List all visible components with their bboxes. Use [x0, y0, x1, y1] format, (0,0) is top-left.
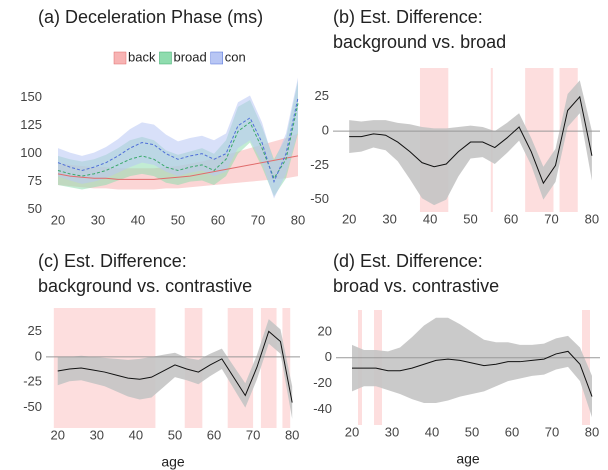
confidence-ribbon: [58, 77, 298, 199]
x-tick-label: 20: [345, 424, 359, 439]
x-tick-label: 70: [246, 427, 260, 442]
y-tick-label: 150: [20, 89, 42, 104]
legend-label: back: [128, 49, 156, 64]
legend-label: broad: [173, 49, 206, 64]
y-tick-label: -40: [313, 401, 332, 416]
y-tick-label: -50: [23, 399, 42, 414]
estimate-line: [57, 103, 299, 180]
x-tick-label: 80: [585, 424, 599, 439]
legend-swatch: [113, 51, 127, 65]
x-axis-label: age: [161, 454, 185, 470]
y-tick-label: -25: [23, 374, 42, 389]
y-tick-label: 0: [325, 349, 332, 364]
x-tick-label: 30: [385, 424, 399, 439]
x-tick-label: 70: [251, 212, 265, 227]
x-tick-label: 30: [90, 427, 104, 442]
x-tick-label: 30: [382, 211, 396, 226]
x-tick-label: 50: [168, 427, 182, 442]
x-tick-label: 60: [211, 212, 225, 227]
x-tick-label: 50: [463, 211, 477, 226]
panel-title: background vs. broad: [333, 32, 506, 52]
estimate-line: [349, 95, 593, 185]
confidence-ribbon: [352, 317, 592, 418]
confidence-ribbon: [349, 80, 592, 206]
x-tick-label: 70: [544, 211, 558, 226]
x-tick-label: 40: [131, 212, 145, 227]
y-tick-label: -20: [313, 375, 332, 390]
y-tick-label: 50: [28, 201, 42, 216]
panel-title: (d) Est. Difference:: [333, 251, 483, 271]
y-tick-label: 25: [315, 88, 329, 103]
y-tick-label: 100: [20, 145, 42, 160]
y-tick-label: 125: [20, 117, 42, 132]
estimate-line: [57, 97, 299, 184]
estimate-line: [57, 330, 293, 403]
panel-title: background vs. contrastive: [38, 276, 252, 296]
y-tick-label: 25: [28, 323, 42, 338]
x-tick-label: 20: [342, 211, 356, 226]
estimate-line: [57, 155, 299, 180]
x-tick-label: 40: [129, 427, 143, 442]
x-tick-label: 60: [504, 211, 518, 226]
x-tick-label: 20: [50, 427, 64, 442]
x-tick-label: 30: [91, 212, 105, 227]
legend-swatch: [159, 51, 172, 65]
legend-label: con: [225, 49, 246, 64]
y-tick-label: 20: [318, 323, 332, 338]
panel-title: broad vs. contrastive: [333, 276, 499, 296]
y-tick-label: 0: [322, 123, 329, 138]
x-tick-label: 60: [207, 427, 221, 442]
x-tick-label: 20: [51, 212, 65, 227]
y-tick-label: -25: [310, 157, 329, 172]
panel-title: (c) Est. Difference:: [38, 251, 187, 271]
legend-swatch: [210, 51, 223, 65]
x-tick-label: 80: [291, 212, 305, 227]
y-tick-label: 0: [35, 348, 42, 363]
x-tick-label: 50: [171, 212, 185, 227]
y-tick-label: -50: [310, 191, 329, 206]
x-tick-label: 70: [545, 424, 559, 439]
panel-title: (b) Est. Difference:: [333, 7, 483, 27]
x-tick-label: 80: [585, 211, 599, 226]
x-tick-label: 40: [425, 424, 439, 439]
estimate-line: [352, 350, 593, 397]
y-tick-label: 75: [28, 173, 42, 188]
confidence-ribbon: [57, 319, 293, 419]
x-axis-label: age: [456, 451, 480, 467]
x-tick-label: 80: [285, 427, 299, 442]
x-tick-label: 40: [423, 211, 437, 226]
panel-title: (a) Deceleration Phase (ms): [38, 7, 263, 27]
x-tick-label: 50: [465, 424, 479, 439]
x-tick-label: 60: [505, 424, 519, 439]
